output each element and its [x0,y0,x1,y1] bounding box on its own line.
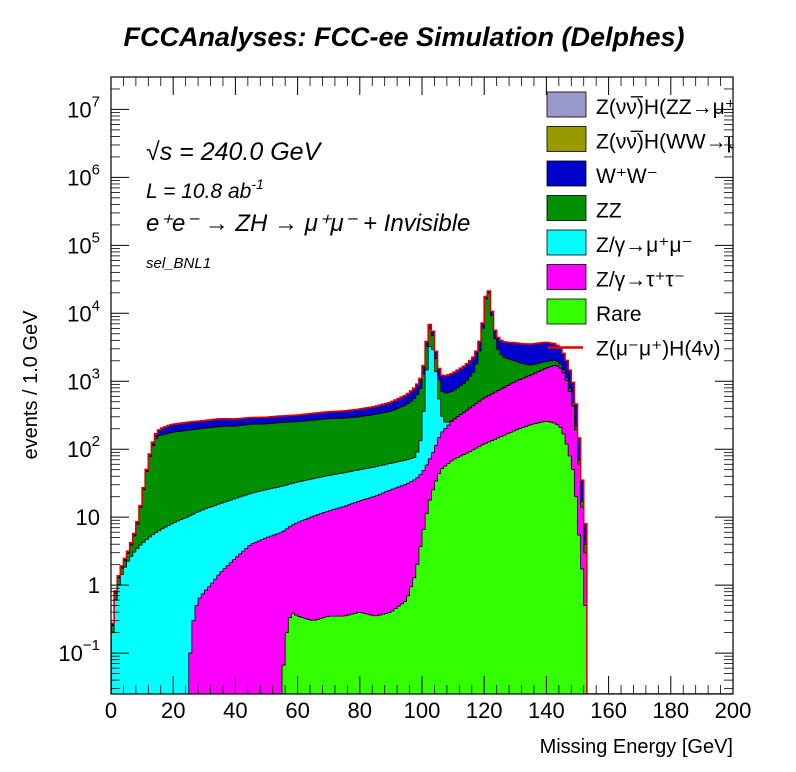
legend-label: Z(νν̅)H(WW→μ⁺νμ⁻ν̅) [596,131,796,154]
lumi-exponent: -1 [251,176,263,192]
x-tick-label: 20 [161,698,185,723]
signal-line [111,290,733,694]
legend-entry: Z(νν̅)H(WW→μ⁺νμ⁻ν̅) [546,126,796,154]
stack-layer [111,290,733,694]
annotations: √s = 240.0 GeV L = 10.8 ab-1 e⁺e⁻ → ZH →… [146,138,470,272]
y-tick-label: 105 [67,229,100,258]
legend-swatch [546,126,587,152]
legend: Z(νν̅)H(ZZ→μ⁺μ⁻νν̅) Z(νν̅)H(WW→μ⁺νμ⁻ν̅) W⁺… [546,91,796,361]
y-tick-label: 106 [67,161,100,190]
y-tick-label: 1 [88,573,100,598]
legend-swatch [546,264,587,290]
legend-label: Z/γ→μ⁺μ⁻ [596,234,693,257]
x-tick-label: 40 [223,698,247,723]
y-tick-label: 102 [67,433,100,462]
legend-label: Rare [596,303,642,326]
x-tick-label: 100 [404,698,441,723]
selection-annotation: sel_BNL1 [146,255,211,272]
y-tick-label: 10−1 [58,637,100,666]
x-tick-label: 140 [528,698,565,723]
x-tick-label: 120 [466,698,503,723]
legend-label: ZZ [596,200,622,223]
sqrt-s-annotation: √s = 240.0 GeV [146,138,323,166]
y-tick-label: 103 [67,365,100,394]
legend-swatch [546,298,587,325]
legend-label: Z/γ→τ⁺τ⁻ [596,269,685,292]
legend-label: W⁺W⁻ [596,165,658,188]
legend-entry: Z(νν̅)H(ZZ→μ⁺μ⁻νν̅) [546,91,787,119]
axes-layer: 0 20 40 60 80 100 120 140 160 180 200 10−1 1 10 102 103… [58,76,752,723]
legend-entry: ZZ [546,195,622,223]
chart-title: FCCAnalyses: FCC-ee Simulation (Delphes) [123,22,684,52]
x-tick-label: 80 [348,698,372,723]
x-axis-label: Missing Energy [GeV] [540,736,733,758]
y-tick-label: 10 [76,505,100,530]
legend-swatch [546,229,587,256]
legend-entry: Z/γ→τ⁺τ⁻ [546,264,685,292]
y-tick-label: 107 [67,93,100,122]
x-tick-label: 160 [590,698,627,723]
legend-entry: Z(μ⁻μ⁺)H(4ν) [547,338,721,361]
legend-entry: W⁺W⁻ [546,160,658,188]
x-tick-label: 180 [652,698,689,723]
legend-swatch [546,160,587,187]
legend-label: Z(νν̅)H(ZZ→μ⁺μ⁻νν̅) [596,96,787,119]
legend-entry: Rare [546,298,642,326]
process-annotation: e⁺e⁻ → ZH → μ⁺μ⁻ + Invisible [146,210,470,237]
y-tick-label: 104 [67,297,100,326]
x-tick-label: 0 [105,698,117,723]
x-tick-label: 60 [285,698,309,723]
legend-entry: Z/γ→μ⁺μ⁻ [546,229,693,257]
legend-swatch [546,91,587,118]
legend-label: Z(μ⁻μ⁺)H(4ν) [596,338,721,361]
x-tick-label: 200 [715,698,752,723]
luminosity-annotation: L = 10.8 ab-1 [146,176,264,203]
lumi-text: L = 10.8 ab [146,180,252,203]
legend-swatch [546,195,587,221]
y-axis-label: events / 1.0 GeV [20,310,42,460]
